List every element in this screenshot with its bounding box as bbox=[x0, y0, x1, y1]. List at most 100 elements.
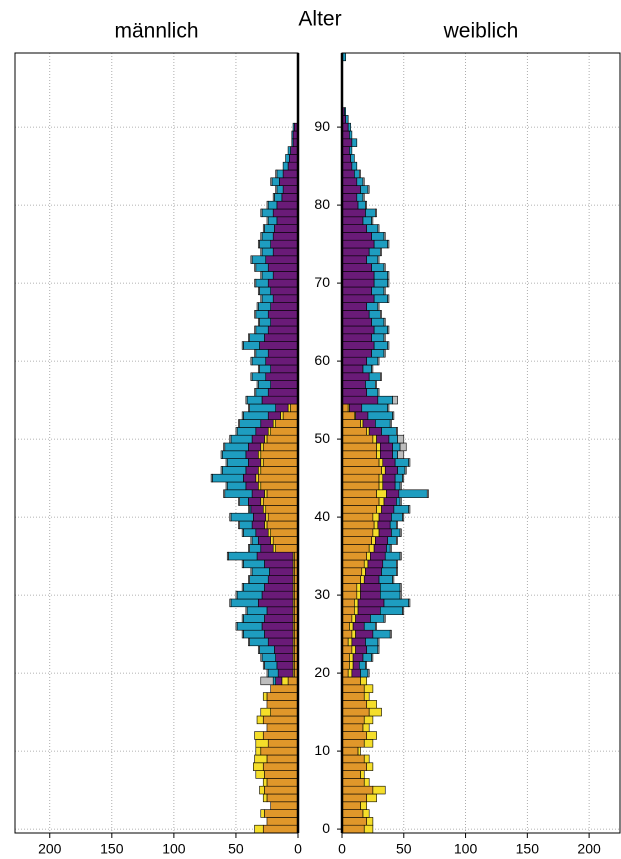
bar bbox=[266, 700, 299, 709]
bar bbox=[255, 310, 269, 319]
bar bbox=[383, 497, 397, 506]
bar bbox=[264, 559, 294, 569]
bar bbox=[380, 372, 382, 381]
bar bbox=[365, 380, 376, 389]
bar bbox=[249, 544, 262, 553]
bar bbox=[270, 239, 299, 249]
bar bbox=[341, 232, 372, 241]
bar bbox=[380, 583, 401, 592]
bar bbox=[366, 551, 371, 561]
bar bbox=[267, 512, 299, 522]
bar bbox=[366, 224, 379, 233]
bar bbox=[341, 567, 363, 576]
bar bbox=[351, 668, 361, 678]
bar bbox=[261, 294, 274, 303]
bar bbox=[266, 723, 299, 732]
bar bbox=[239, 419, 262, 428]
bar bbox=[363, 824, 374, 834]
bar bbox=[266, 754, 299, 764]
bar bbox=[383, 286, 386, 296]
age-axis-title: Alter bbox=[298, 8, 341, 31]
bar bbox=[351, 629, 356, 639]
x-tick-label: 50 bbox=[228, 841, 244, 857]
bar bbox=[360, 590, 381, 600]
bar bbox=[229, 512, 232, 522]
bar bbox=[256, 715, 264, 725]
bar bbox=[280, 411, 284, 420]
bar bbox=[260, 442, 264, 452]
bar bbox=[257, 481, 262, 491]
bar bbox=[257, 536, 271, 545]
bar bbox=[272, 544, 276, 553]
bar bbox=[376, 505, 382, 514]
bar bbox=[261, 271, 274, 280]
x-tick-label: 100 bbox=[454, 841, 478, 857]
bar bbox=[245, 606, 248, 615]
bar bbox=[345, 115, 349, 124]
bar bbox=[370, 614, 385, 623]
bar bbox=[391, 528, 401, 537]
bar bbox=[260, 294, 263, 303]
bar bbox=[366, 762, 374, 771]
bar bbox=[341, 349, 372, 358]
bar bbox=[267, 575, 294, 584]
bar bbox=[351, 138, 358, 147]
bar bbox=[341, 388, 368, 397]
bar bbox=[341, 793, 368, 803]
bar bbox=[262, 661, 265, 670]
bar bbox=[372, 785, 386, 795]
bar bbox=[243, 473, 257, 483]
bar bbox=[389, 520, 397, 530]
bar bbox=[228, 551, 258, 561]
bar bbox=[255, 349, 269, 358]
bar bbox=[270, 801, 299, 810]
bar bbox=[383, 317, 386, 327]
bar bbox=[270, 302, 299, 311]
bar bbox=[383, 598, 410, 608]
bar bbox=[366, 700, 377, 709]
bar bbox=[269, 567, 294, 576]
bar bbox=[238, 520, 240, 530]
bar bbox=[270, 317, 299, 327]
bar bbox=[399, 481, 402, 491]
bar bbox=[260, 497, 264, 506]
bar bbox=[396, 559, 398, 569]
bar bbox=[360, 419, 364, 428]
bar bbox=[246, 395, 263, 405]
bar bbox=[341, 785, 374, 795]
bar bbox=[341, 442, 377, 452]
bar bbox=[360, 801, 368, 810]
bar bbox=[257, 645, 260, 654]
bar bbox=[265, 372, 299, 381]
bar bbox=[366, 255, 379, 264]
bar bbox=[387, 536, 397, 545]
bar bbox=[373, 544, 387, 553]
bar bbox=[392, 411, 395, 420]
bar bbox=[292, 122, 295, 132]
bar bbox=[257, 286, 260, 296]
x-tick-label: 0 bbox=[294, 841, 302, 857]
bar bbox=[255, 427, 269, 436]
bar bbox=[272, 676, 276, 686]
bar bbox=[254, 278, 257, 288]
bar bbox=[341, 450, 377, 459]
bar bbox=[260, 676, 274, 686]
bar bbox=[260, 208, 263, 218]
bar bbox=[341, 739, 365, 748]
bar bbox=[362, 653, 372, 662]
bar bbox=[372, 512, 380, 522]
bar bbox=[360, 668, 369, 678]
bar bbox=[389, 629, 392, 639]
bar bbox=[241, 614, 244, 623]
bar bbox=[341, 286, 372, 296]
bar bbox=[377, 255, 380, 264]
bar bbox=[397, 450, 405, 459]
bar bbox=[251, 372, 267, 381]
bar bbox=[275, 676, 283, 686]
bar bbox=[261, 232, 274, 241]
bar bbox=[354, 606, 359, 615]
bar bbox=[397, 434, 405, 444]
bar bbox=[408, 598, 411, 608]
bar bbox=[341, 684, 365, 693]
bar bbox=[260, 247, 263, 257]
